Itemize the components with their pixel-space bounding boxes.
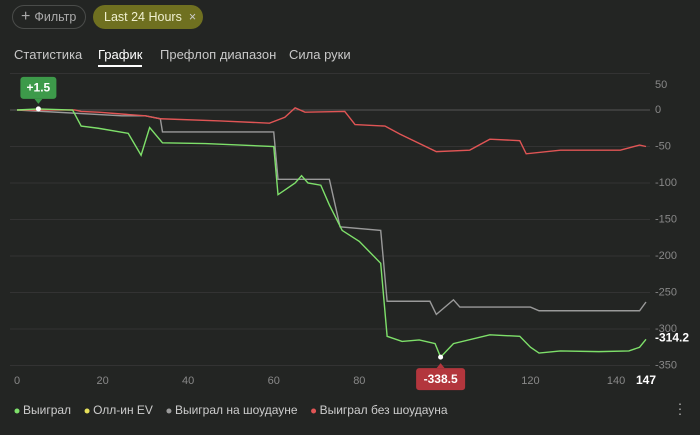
- annotation-box: [416, 368, 466, 391]
- legend-label: Олл-ин EV: [93, 403, 153, 417]
- x-tick-label: 80: [353, 375, 365, 387]
- legend-label: Выиграл: [23, 403, 71, 417]
- series-line: [16, 108, 647, 359]
- x-tick-label: 147: [636, 373, 656, 387]
- annotation-label: +1.5: [27, 81, 51, 95]
- series-line: [17, 106, 647, 155]
- y-tick-label: 50: [655, 79, 667, 91]
- x-tick-label: 60: [268, 375, 280, 387]
- tab[interactable]: Сила руки: [289, 47, 351, 62]
- annotation-pointer: [436, 363, 445, 369]
- legend-dot: [14, 408, 20, 414]
- tab[interactable]: Статистика: [14, 47, 83, 62]
- x-tick-label: 40: [182, 375, 194, 387]
- filter-button[interactable]: + Фильтр: [12, 5, 86, 29]
- chip-label: Last 24 Hours: [104, 10, 182, 24]
- legend-dot: [84, 408, 90, 414]
- x-tick-label: 20: [96, 375, 108, 387]
- filter-label: Фильтр: [34, 10, 77, 24]
- legend-dot: [311, 408, 317, 414]
- annotation-pointer: [34, 98, 43, 104]
- y-tick-label: -100: [655, 177, 677, 189]
- date-chip[interactable]: Last 24 Hours ×: [93, 5, 203, 29]
- legend-label: Выиграл без шоудауна: [320, 403, 448, 417]
- annotation-box: [20, 76, 57, 99]
- legend-dot: [166, 408, 172, 414]
- y-tick-label: -300: [655, 323, 677, 335]
- y-tick-label: -200: [655, 250, 677, 262]
- y-tick-label: -150: [655, 213, 677, 225]
- y-tick-label: 0: [655, 104, 661, 116]
- y-tick-label: -350: [655, 359, 677, 371]
- x-tick-label: 120: [521, 375, 539, 387]
- x-tick-label: 0: [14, 375, 20, 387]
- y-tick-label: -50: [655, 140, 671, 152]
- end-label: -314.2: [655, 331, 689, 345]
- series-line: [16, 109, 647, 316]
- x-tick-label: 140: [607, 375, 625, 387]
- legend-label: Выиграл на шоудауне: [175, 403, 298, 417]
- y-tick-label: -250: [655, 286, 677, 298]
- point-marker: [438, 354, 444, 360]
- point-marker: [35, 106, 41, 112]
- tab[interactable]: Префлоп диапазон: [160, 47, 277, 62]
- tab[interactable]: График: [98, 47, 143, 67]
- annotation-label: -338.5: [424, 372, 458, 386]
- more-icon: ⋮: [673, 401, 687, 417]
